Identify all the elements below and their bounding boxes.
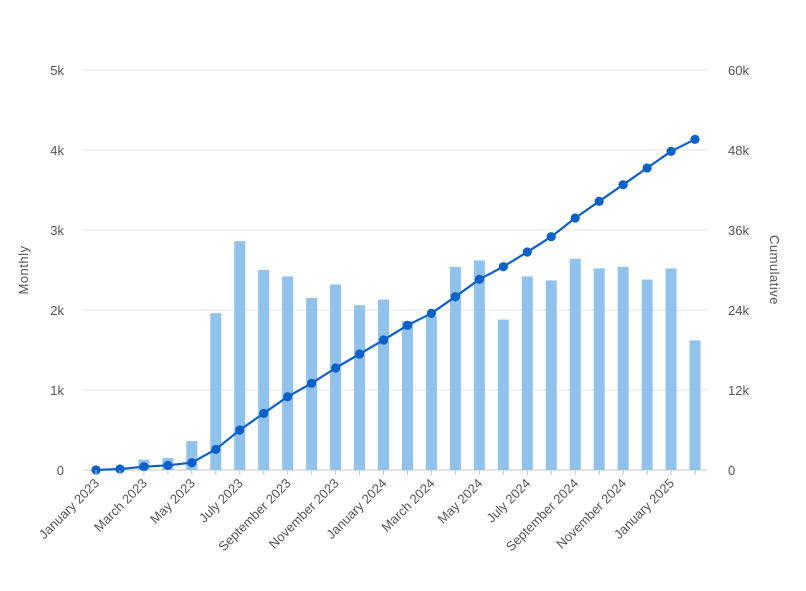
y-left-axis-title: Monthly (16, 245, 31, 294)
y-right-tick-label: 60k (728, 63, 749, 78)
line-point (474, 274, 484, 284)
bar (521, 276, 533, 470)
bar (425, 316, 437, 470)
bar (617, 266, 629, 470)
line-point (354, 349, 365, 359)
x-tick-label: July 2024 (483, 476, 533, 526)
bar (354, 305, 366, 470)
line-point (690, 134, 700, 144)
bar (689, 340, 701, 470)
bar (234, 241, 246, 470)
bar (545, 280, 557, 470)
bar (401, 321, 413, 470)
bar (641, 279, 653, 470)
gridlines (84, 69, 707, 471)
y-right-tick-label: 48k (728, 143, 749, 158)
x-tick-label: January 2023 (36, 476, 102, 542)
y-right-tick-label: 24k (728, 303, 749, 318)
y-left-tick-label: 2k (50, 303, 64, 318)
line-point (594, 196, 604, 206)
line-point (259, 408, 269, 418)
line-point (115, 464, 125, 474)
line-point (283, 392, 293, 402)
bar (258, 270, 270, 470)
line-point (139, 462, 149, 472)
line-point (522, 247, 532, 257)
line-point (402, 320, 413, 330)
line-series-cumulative (91, 134, 700, 475)
line-point (330, 363, 341, 373)
line-point (570, 213, 580, 223)
y-right-tick-label: 36k (728, 223, 749, 238)
bar (569, 258, 581, 470)
bar (282, 276, 294, 470)
x-tick-label: May 2024 (435, 476, 486, 527)
line-point (666, 146, 676, 156)
line-point (618, 180, 628, 190)
line-point (211, 444, 221, 454)
bar (210, 313, 222, 470)
line-point (546, 232, 556, 242)
line-point (642, 163, 652, 173)
cumulative-line (95, 138, 696, 472)
y-left-tick-label: 1k (50, 383, 64, 398)
line-point (235, 425, 245, 435)
line-point (426, 308, 437, 318)
y-right-tick-label: 0 (728, 463, 735, 478)
line-point (378, 335, 389, 345)
line-point (163, 460, 173, 470)
y-left-tick-label: 0 (57, 463, 64, 478)
bar (330, 284, 342, 470)
line-point (450, 292, 461, 302)
bar (473, 260, 485, 470)
x-tick-label: July 2023 (196, 476, 246, 526)
x-tick-label: May 2023 (147, 476, 198, 527)
y-left-tick-label: 4k (50, 143, 64, 158)
bar (497, 319, 509, 470)
y-left-tick-label: 5k (50, 63, 64, 78)
bar (378, 299, 390, 470)
bar-series-monthly (138, 241, 701, 470)
y-left-tick-label: 3k (50, 223, 64, 238)
y-right-axis-title: Cumulative (767, 235, 782, 305)
line-point (498, 262, 508, 272)
y-right-tick-label: 12k (728, 383, 749, 398)
line-point (307, 378, 317, 388)
bar (186, 441, 198, 470)
bar (665, 268, 677, 470)
bar (593, 268, 605, 470)
line-point (187, 458, 197, 468)
bar (449, 266, 461, 470)
